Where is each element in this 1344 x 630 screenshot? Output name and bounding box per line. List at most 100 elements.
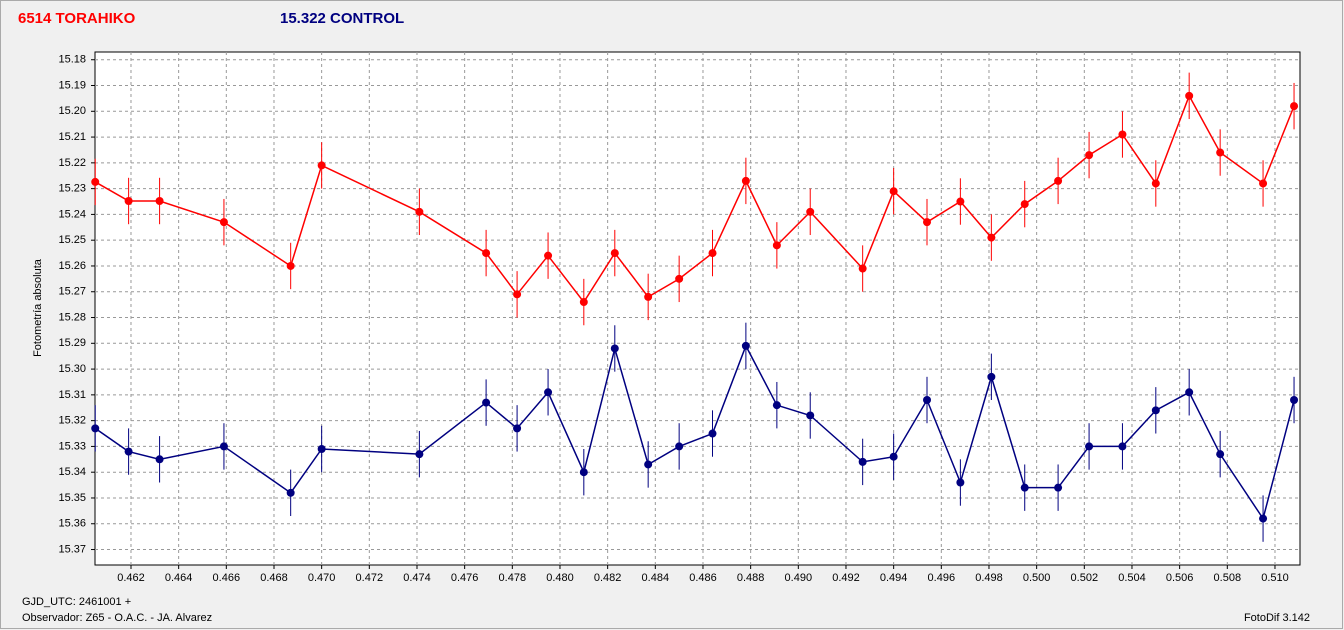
data-point (1216, 148, 1225, 157)
data-point (610, 344, 619, 353)
data-point (513, 424, 522, 433)
data-point (286, 261, 295, 270)
plot-area (94, 51, 1301, 566)
data-point (482, 249, 491, 258)
data-point (772, 241, 781, 250)
data-point (1020, 483, 1029, 492)
data-point (482, 398, 491, 407)
data-point (1290, 102, 1299, 111)
x-tick-label: 0.510 (1261, 572, 1289, 584)
data-point (708, 429, 717, 438)
x-tick-label: 0.488 (737, 572, 765, 584)
x-tick-label: 0.478 (499, 572, 527, 584)
data-point (124, 197, 133, 206)
x-tick-label: 0.470 (308, 572, 336, 584)
y-tick-label: 15.34 (58, 466, 86, 478)
y-tick-label: 15.19 (58, 79, 86, 91)
y-tick-label: 15.33 (58, 440, 86, 452)
x-tick-label: 0.464 (165, 572, 193, 584)
data-point (708, 249, 717, 258)
y-tick-label: 15.23 (58, 183, 86, 195)
data-point (124, 447, 133, 456)
x-tick-label: 0.490 (785, 572, 813, 584)
data-point (858, 264, 867, 273)
x-tick-label: 0.462 (117, 572, 145, 584)
data-point (1216, 450, 1225, 459)
footer-text: FotoDif 3.142 (1244, 612, 1310, 624)
y-tick-label: 15.28 (58, 311, 86, 323)
data-point (415, 207, 424, 216)
y-tick-label: 15.24 (58, 208, 86, 220)
data-point (1151, 406, 1160, 415)
y-tick-label: 15.37 (58, 543, 86, 555)
y-tick-label: 15.27 (58, 286, 86, 298)
x-tick-label: 0.472 (356, 572, 384, 584)
y-tick-label: 15.32 (58, 415, 86, 427)
x-tick-label: 0.486 (689, 572, 717, 584)
x-tick-label: 0.496 (928, 572, 956, 584)
y-tick-label: 15.18 (58, 54, 86, 66)
data-point (1054, 483, 1063, 492)
x-tick-label: 0.498 (975, 572, 1003, 584)
data-point (1185, 91, 1194, 100)
y-tick-label: 15.30 (58, 363, 86, 375)
data-point (513, 290, 522, 299)
data-point (415, 450, 424, 459)
data-point (987, 233, 996, 242)
x-tick-label: 0.474 (403, 572, 431, 584)
data-point (741, 341, 750, 350)
y-tick-label: 15.22 (58, 157, 86, 169)
data-point (219, 442, 228, 451)
data-point (889, 187, 898, 196)
x-tick-label: 0.492 (832, 572, 860, 584)
footer-text: Observador: Z65 - O.A.C. - JA. Alvarez (22, 612, 212, 624)
data-point (675, 274, 684, 283)
data-point (923, 396, 932, 405)
data-point (1259, 179, 1268, 188)
data-point (610, 249, 619, 258)
data-point (644, 460, 653, 469)
x-tick-label: 0.482 (594, 572, 622, 584)
data-point (923, 218, 932, 227)
data-point (956, 478, 965, 487)
y-tick-label: 15.29 (58, 337, 86, 349)
data-point (219, 218, 228, 227)
x-tick-label: 0.508 (1214, 572, 1242, 584)
data-point (1259, 514, 1268, 523)
y-tick-label: 15.36 (58, 518, 86, 530)
data-point (806, 207, 815, 216)
y-tick-label: 15.26 (58, 260, 86, 272)
y-tick-label: 15.31 (58, 389, 86, 401)
x-tick-label: 0.480 (546, 572, 574, 584)
y-tick-label: 15.21 (58, 131, 86, 143)
data-point (579, 468, 588, 477)
series-title: 6514 TORAHIKO (18, 10, 136, 27)
y-axis-label: Fotometría absoluta (32, 258, 44, 357)
data-point (1085, 151, 1094, 160)
x-tick-label: 0.506 (1166, 572, 1194, 584)
data-point (1185, 388, 1194, 397)
data-point (317, 444, 326, 453)
x-tick-label: 0.466 (213, 572, 241, 584)
data-point (644, 292, 653, 301)
data-point (1151, 179, 1160, 188)
y-tick-label: 15.25 (58, 234, 86, 246)
data-point (544, 388, 553, 397)
data-point (741, 176, 750, 185)
data-point (675, 442, 684, 451)
data-point (987, 372, 996, 381)
series-line (94, 344, 1295, 521)
data-point (91, 177, 100, 186)
data-point (858, 457, 867, 466)
y-tick-label: 15.35 (58, 492, 86, 504)
data-point (806, 411, 815, 420)
data-point (1054, 176, 1063, 185)
data-point (544, 251, 553, 260)
data-point (1085, 442, 1094, 451)
data-point (1020, 200, 1029, 209)
data-point (889, 452, 898, 461)
data-point (1290, 396, 1299, 405)
series-line (94, 94, 1295, 304)
data-point (1118, 442, 1127, 451)
